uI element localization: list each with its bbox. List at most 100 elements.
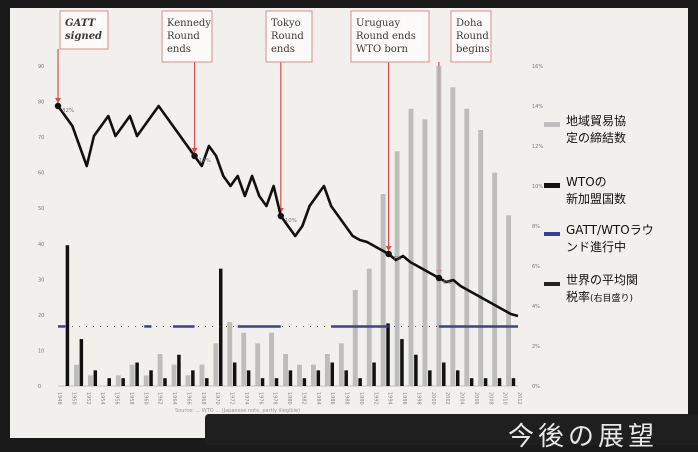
x-tick-label: 2006: [473, 392, 479, 405]
bar-rta: [311, 364, 316, 386]
legend-label: WTOの: [566, 175, 607, 189]
bar-wto-members: [344, 370, 348, 386]
legend-sublabel: (右目盛り): [590, 292, 633, 304]
y-left-tick: 80: [38, 100, 44, 106]
bar-wto-members: [260, 378, 265, 386]
axes: 908070605040302010016%14%12%10%8%6%4%2%0…: [38, 64, 543, 405]
bar-rta: [269, 332, 275, 386]
annotation-text: Round: [167, 31, 200, 42]
y-right-tick: 12%: [532, 144, 543, 150]
annotation-point: [385, 250, 392, 258]
x-tick-label: 1982: [300, 392, 306, 405]
bar-wto-members: [135, 362, 139, 386]
bar-wto-members: [79, 339, 84, 386]
legend-label: 世界の平均関: [566, 273, 638, 287]
y-right-tick: 2%: [532, 344, 540, 350]
annotation-text: Tokyo: [271, 18, 301, 29]
bar-light-icon: [544, 122, 560, 127]
legend-label: 地域貿易協: [566, 113, 626, 128]
annotation-pct: 6%: [443, 280, 452, 286]
y-right-tick: 4%: [532, 304, 540, 310]
bar-wto-members: [107, 378, 111, 386]
annotation-arrowhead: [191, 148, 198, 153]
bar-rta: [74, 364, 79, 386]
bar-rta: [436, 66, 442, 386]
x-tick-label: 1980: [286, 392, 292, 405]
x-tick-label: 2012: [516, 392, 522, 405]
x-tick-label: 2008: [487, 392, 493, 405]
bar-rta: [143, 375, 149, 386]
bar-wto-members: [414, 354, 418, 386]
legend-label: ンド進行中: [566, 239, 626, 254]
x-tick-label: 1998: [415, 392, 421, 405]
bar-rta: [478, 130, 484, 386]
bar-wto-members: [469, 378, 474, 386]
x-tick-label: 1996: [401, 392, 407, 405]
bar-rta: [213, 343, 219, 386]
x-tick-label: 1962: [157, 392, 163, 405]
bar-rta: [352, 290, 358, 386]
bar-rta: [506, 215, 512, 386]
annotations: GATT signed 32% Kennedy Round ends 12% Tokyo Rou…: [54, 10, 492, 286]
bar-rta: [185, 375, 191, 386]
x-tick-label: 1960: [142, 392, 148, 405]
x-tick-label: 1950: [70, 392, 76, 405]
bar-rta: [338, 343, 344, 386]
annotation-point: [435, 274, 443, 282]
y-left-tick: 90: [38, 64, 44, 70]
annotation-box: [350, 10, 430, 63]
annotation-text: Round: [456, 31, 489, 42]
annotation-pct: 10%: [285, 218, 297, 224]
annotation-arrowhead: [385, 246, 392, 251]
banner-title: 今後の展望: [507, 422, 658, 452]
annotation-text: Round ends: [356, 31, 416, 42]
x-tick-label: 1992: [372, 392, 378, 405]
bar-wto-members: [511, 378, 516, 386]
bar-rta: [255, 343, 261, 386]
x-tick-label: 1954: [99, 392, 105, 405]
annotation-text: signed: [65, 31, 102, 42]
y-left-tick: 10: [38, 348, 44, 354]
annotation-text: Doha: [456, 18, 482, 29]
bar-wto-members: [316, 370, 321, 386]
bar-rta: [87, 375, 93, 386]
source-note: Source: ... WTO ... (Japanese note, part…: [175, 408, 300, 414]
y-left-tick: 30: [38, 277, 44, 283]
bar-rta: [157, 354, 163, 386]
bar-wto-members: [400, 339, 404, 386]
x-tick-label: 1988: [344, 392, 350, 405]
bar-wto-members: [65, 245, 70, 386]
bar-wto-members: [302, 378, 307, 386]
y-right-tick: 16%: [532, 64, 543, 70]
x-tick-label: 2002: [444, 392, 450, 405]
x-tick-label: 1964: [171, 392, 177, 405]
x-tick-label: 1976: [257, 392, 263, 405]
bar-wto-members: [274, 378, 279, 386]
annotation-point: [54, 102, 62, 110]
bar-wto-members: [219, 268, 223, 386]
x-tick-label: 2010: [502, 392, 508, 405]
y-right-tick: 0%: [532, 384, 540, 390]
bar-rta: [380, 194, 386, 386]
bar-rta: [171, 364, 177, 386]
annotation-arrowhead: [55, 98, 61, 103]
bars: [65, 66, 516, 387]
round-line-icon: [544, 232, 560, 236]
annotation-text: WTO born: [356, 44, 409, 55]
y-left-tick: 20: [38, 313, 44, 319]
annotation-text: ends: [271, 44, 295, 55]
bar-rta: [492, 172, 498, 386]
bar-wto-members: [93, 370, 98, 386]
bar-wto-members: [386, 323, 390, 386]
bar-wto-members: [149, 370, 153, 386]
x-tick-label: 1978: [272, 392, 278, 405]
y-left-tick: 50: [38, 206, 44, 212]
bar-rta: [297, 364, 302, 386]
y-right-tick: 6%: [532, 264, 540, 270]
bar-wto-members: [177, 354, 181, 386]
annotation-box: [450, 10, 492, 63]
bar-wto-members: [246, 370, 251, 386]
bar-wto-members: [288, 370, 293, 386]
